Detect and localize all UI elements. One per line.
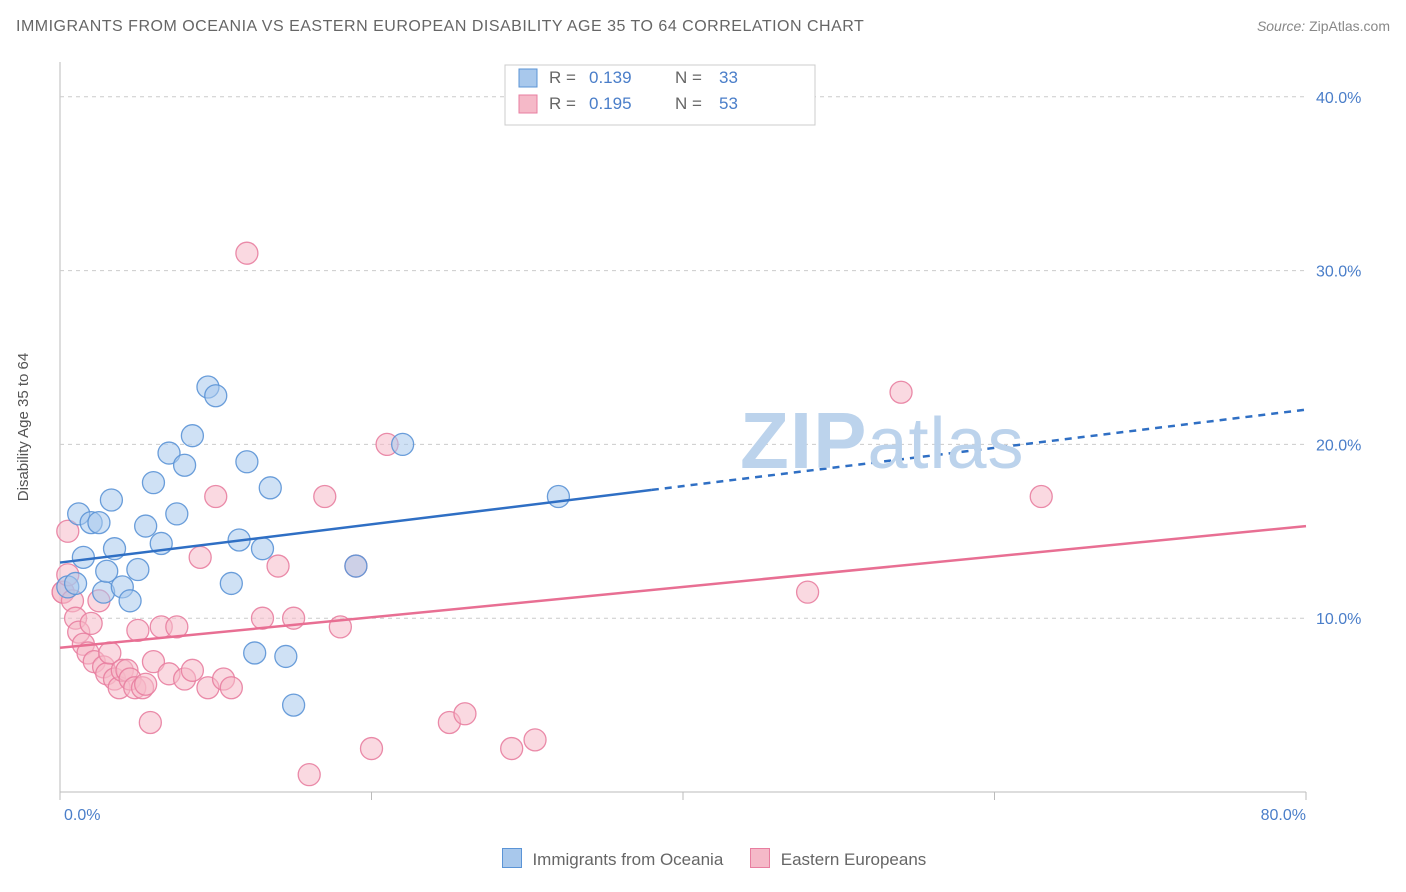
legend-label-eastern: Eastern Europeans	[781, 850, 927, 869]
svg-text:20.0%: 20.0%	[1316, 437, 1361, 454]
chart-title: IMMIGRANTS FROM OCEANIA VS EASTERN EUROP…	[16, 18, 864, 36]
svg-text:10.0%: 10.0%	[1316, 611, 1361, 628]
legend-swatch-eastern	[750, 848, 770, 868]
scatter-chart: 10.0%20.0%30.0%40.0%0.0%80.0%Disability …	[50, 62, 1386, 822]
svg-text:80.0%: 80.0%	[1261, 807, 1306, 824]
bottom-legend: Immigrants from Oceania Eastern European…	[0, 848, 1406, 870]
svg-text:R =: R =	[549, 94, 576, 113]
svg-text:33: 33	[719, 68, 738, 87]
svg-text:0.195: 0.195	[589, 94, 632, 113]
legend-swatch-oceania	[502, 848, 522, 868]
legend-label-oceania: Immigrants from Oceania	[532, 850, 723, 869]
chart-area: 10.0%20.0%30.0%40.0%0.0%80.0%Disability …	[50, 62, 1386, 822]
svg-text:N =: N =	[675, 68, 702, 87]
source-label: Source:	[1257, 18, 1305, 34]
svg-text:53: 53	[719, 94, 738, 113]
source-value: ZipAtlas.com	[1309, 18, 1390, 34]
svg-text:0.0%: 0.0%	[64, 807, 100, 824]
svg-text:40.0%: 40.0%	[1316, 90, 1361, 107]
svg-text:N =: N =	[675, 94, 702, 113]
svg-text:30.0%: 30.0%	[1316, 264, 1361, 281]
chart-source: Source: ZipAtlas.com	[1257, 18, 1390, 34]
chart-header: IMMIGRANTS FROM OCEANIA VS EASTERN EUROP…	[16, 18, 1390, 36]
svg-text:R =: R =	[549, 68, 576, 87]
svg-text:0.139: 0.139	[589, 68, 632, 87]
svg-text:Disability Age 35 to 64: Disability Age 35 to 64	[15, 353, 32, 501]
